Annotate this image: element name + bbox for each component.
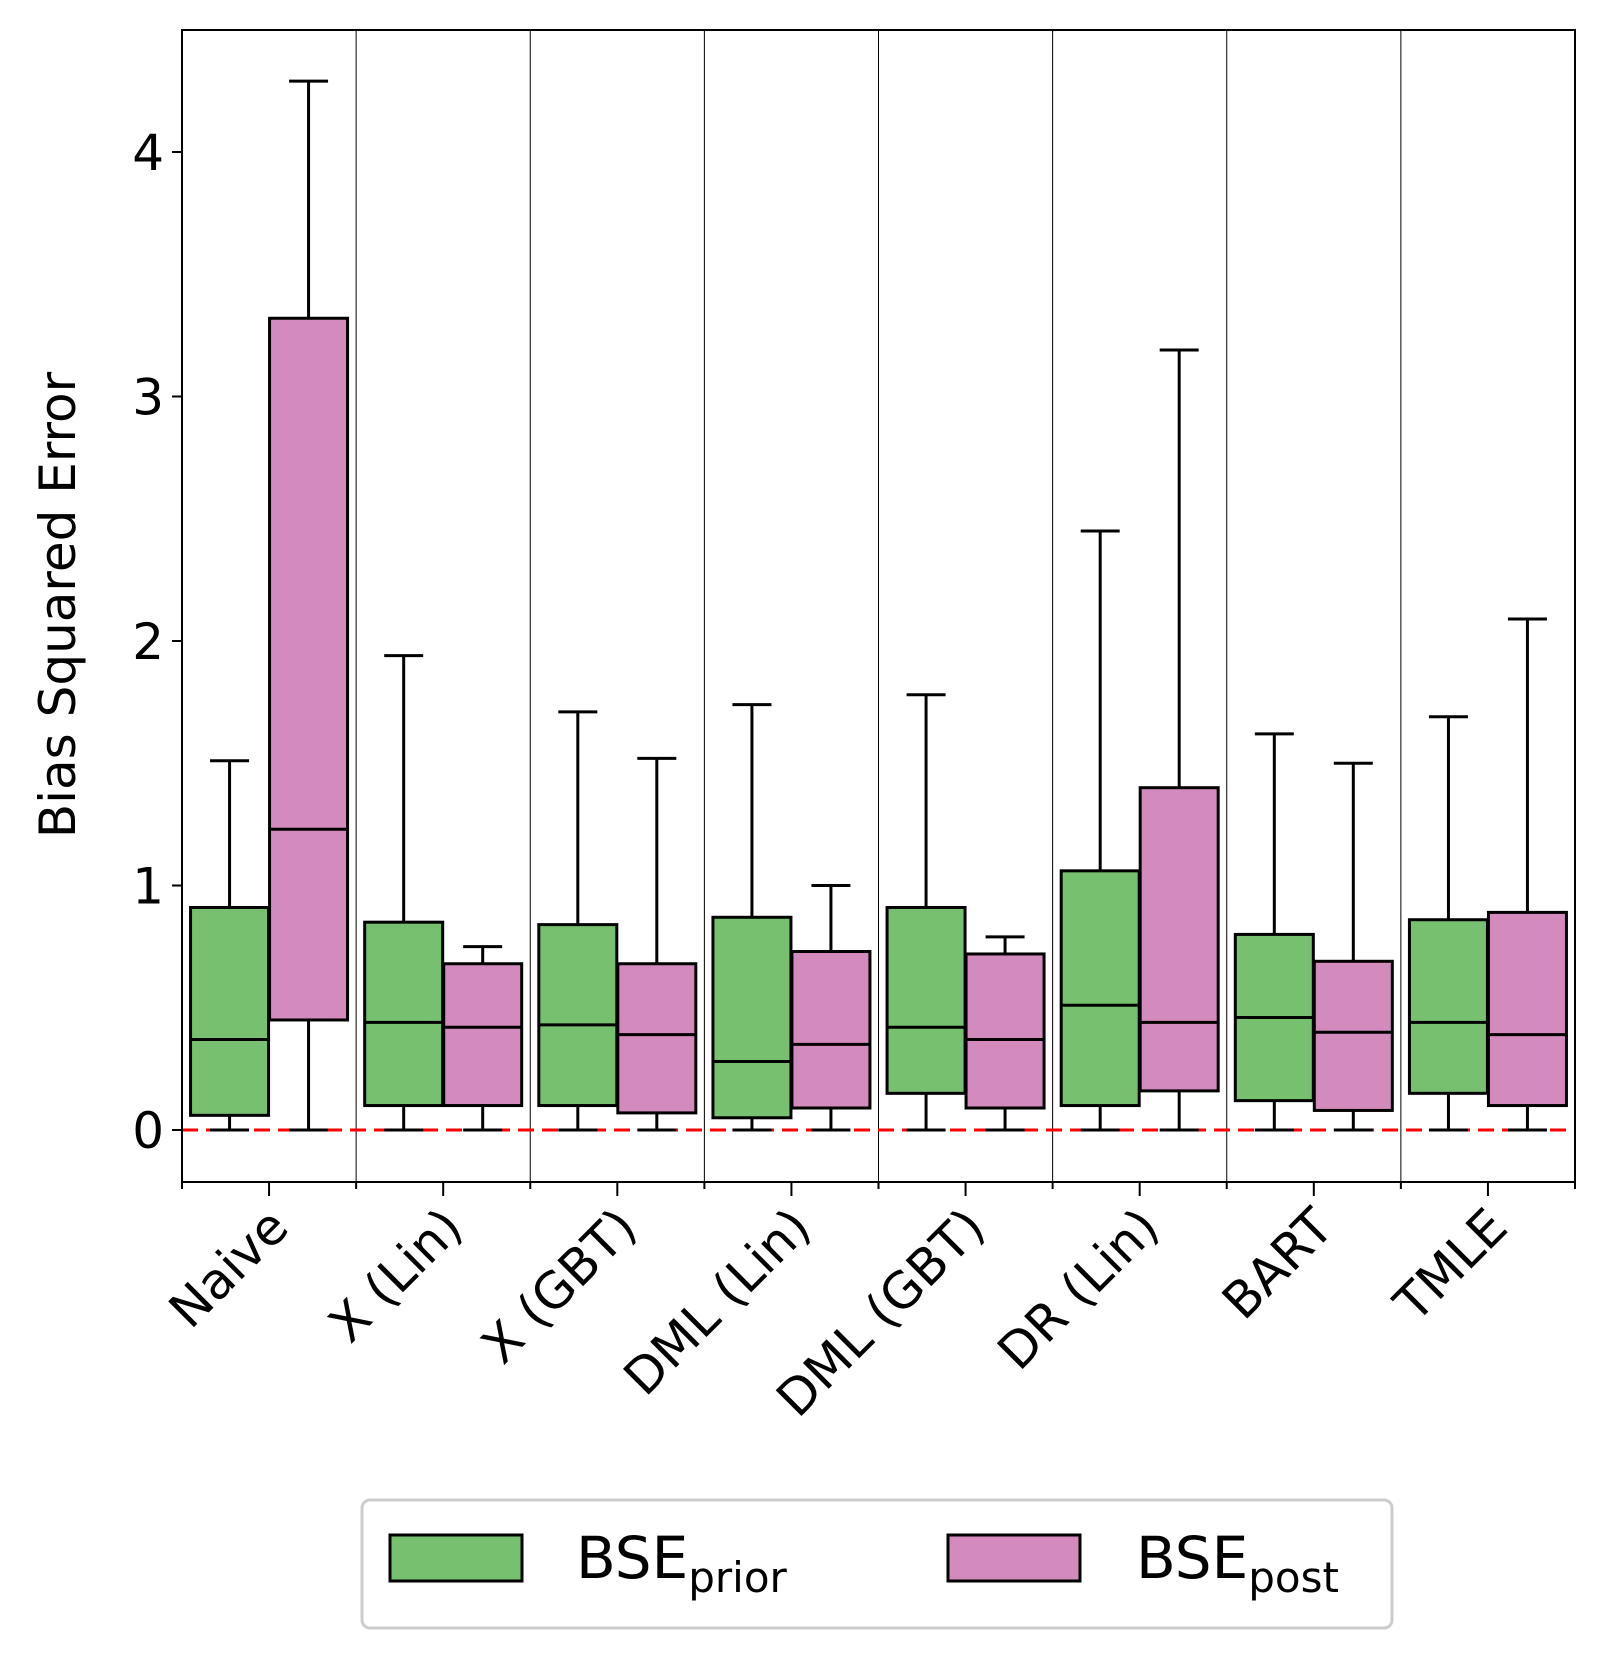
box-group — [537, 710, 698, 1132]
box-post — [964, 952, 1046, 1110]
box-prior — [885, 906, 967, 1095]
box-group — [189, 79, 350, 1132]
box-post — [268, 316, 350, 1022]
legend-label-subscript: post — [1248, 1553, 1339, 1602]
legend-label-subscript: prior — [688, 1553, 787, 1602]
y-axis-title: Bias Squared Error — [29, 371, 87, 838]
legend: BSEprior BSEpost — [360, 1498, 1394, 1630]
box-post — [1312, 959, 1394, 1112]
box-post — [790, 950, 872, 1110]
category-separators — [355, 30, 1402, 1182]
box-prior — [1407, 918, 1489, 1095]
box-prior — [711, 915, 793, 1120]
y-axis: 0 1 2 3 4 — [132, 124, 182, 1160]
box-group — [885, 693, 1046, 1132]
box-post — [1486, 910, 1568, 1108]
y-tick-label: 0 — [132, 1102, 164, 1160]
box-prior — [189, 906, 271, 1117]
y-tick-label: 2 — [132, 613, 164, 671]
legend-box — [360, 1498, 1394, 1630]
box-post — [616, 962, 698, 1115]
box-group — [1407, 617, 1568, 1132]
y-tick-label: 4 — [132, 124, 164, 182]
box-post — [442, 962, 524, 1108]
box-post — [1138, 786, 1220, 1093]
box-prior — [537, 923, 619, 1108]
box-group — [1059, 348, 1220, 1132]
y-tick-label: 3 — [132, 369, 164, 427]
box-group — [711, 703, 872, 1132]
box-group — [363, 654, 524, 1132]
box-prior — [363, 920, 445, 1108]
legend-swatch — [388, 1533, 524, 1583]
y-tick-label: 1 — [132, 858, 164, 916]
box-groups — [189, 79, 1568, 1132]
legend-swatch — [946, 1533, 1082, 1583]
box-group — [1233, 732, 1394, 1132]
box-prior — [1059, 869, 1141, 1108]
